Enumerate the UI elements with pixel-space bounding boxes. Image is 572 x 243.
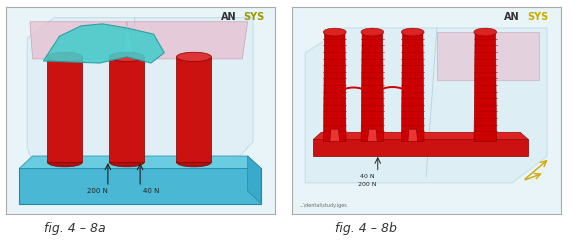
Polygon shape <box>30 22 127 59</box>
Text: fig. 4 – 8a: fig. 4 – 8a <box>43 222 105 235</box>
Ellipse shape <box>361 28 384 36</box>
Ellipse shape <box>176 52 212 61</box>
Ellipse shape <box>47 52 82 61</box>
Text: fig. 4 – 8b: fig. 4 – 8b <box>335 222 397 235</box>
Polygon shape <box>474 32 496 141</box>
Ellipse shape <box>47 157 82 167</box>
Text: ...\dental\study.iges: ...\dental\study.iges <box>300 203 348 208</box>
Polygon shape <box>27 18 253 162</box>
Polygon shape <box>109 57 144 162</box>
Ellipse shape <box>323 28 346 36</box>
Ellipse shape <box>474 28 496 36</box>
Polygon shape <box>305 28 547 183</box>
Ellipse shape <box>176 157 212 167</box>
Polygon shape <box>19 168 261 204</box>
Polygon shape <box>6 7 275 214</box>
Polygon shape <box>368 129 377 141</box>
Text: 40 N: 40 N <box>142 188 159 194</box>
Ellipse shape <box>109 52 144 61</box>
Text: AN: AN <box>221 12 236 22</box>
Polygon shape <box>408 129 418 141</box>
Polygon shape <box>330 129 340 141</box>
Text: 200 N: 200 N <box>358 182 376 187</box>
Polygon shape <box>402 32 424 141</box>
Polygon shape <box>127 22 248 59</box>
Ellipse shape <box>109 157 144 167</box>
Text: 200 N: 200 N <box>87 188 108 194</box>
Polygon shape <box>47 57 82 162</box>
Polygon shape <box>437 32 539 80</box>
Text: SYS: SYS <box>527 12 548 22</box>
Ellipse shape <box>402 28 424 36</box>
Polygon shape <box>19 156 261 168</box>
Polygon shape <box>313 132 529 139</box>
Polygon shape <box>361 32 384 141</box>
Polygon shape <box>313 139 529 156</box>
Polygon shape <box>323 32 346 141</box>
Text: 40 N: 40 N <box>360 174 374 179</box>
Polygon shape <box>292 7 561 214</box>
Text: AN: AN <box>504 12 520 22</box>
Polygon shape <box>248 156 261 204</box>
Text: SYS: SYS <box>244 12 265 22</box>
Polygon shape <box>176 57 212 162</box>
Polygon shape <box>43 24 164 63</box>
